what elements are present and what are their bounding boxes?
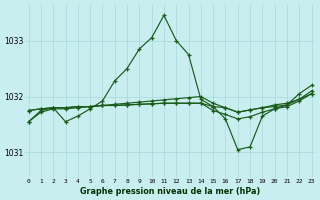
- X-axis label: Graphe pression niveau de la mer (hPa): Graphe pression niveau de la mer (hPa): [80, 187, 260, 196]
